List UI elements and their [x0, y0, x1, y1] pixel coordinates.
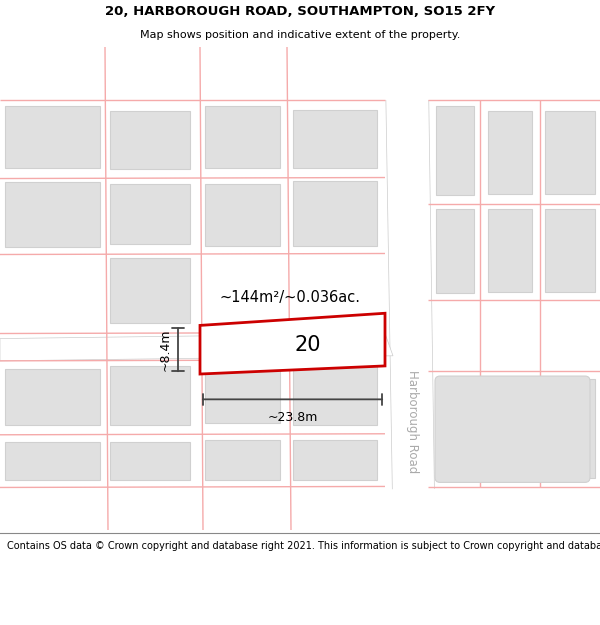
- Bar: [205, 364, 280, 423]
- Bar: [110, 258, 190, 323]
- FancyBboxPatch shape: [435, 376, 590, 482]
- Bar: [488, 379, 532, 478]
- Bar: [545, 111, 595, 194]
- Bar: [110, 184, 190, 244]
- Polygon shape: [0, 488, 600, 530]
- Polygon shape: [385, 47, 435, 530]
- Bar: [293, 366, 377, 424]
- Bar: [110, 442, 190, 481]
- Polygon shape: [200, 313, 385, 374]
- Bar: [436, 106, 474, 195]
- Bar: [110, 111, 190, 169]
- Bar: [205, 184, 280, 246]
- Bar: [545, 209, 595, 292]
- Bar: [205, 106, 280, 168]
- Bar: [5, 182, 100, 248]
- Text: Contains OS data © Crown copyright and database right 2021. This information is : Contains OS data © Crown copyright and d…: [7, 541, 600, 551]
- Text: Harborough Road: Harborough Road: [406, 370, 419, 473]
- Bar: [5, 442, 100, 481]
- Bar: [5, 369, 100, 424]
- Bar: [110, 366, 190, 424]
- Polygon shape: [0, 47, 600, 99]
- Bar: [436, 379, 474, 478]
- Polygon shape: [0, 334, 393, 361]
- Text: ~23.8m: ~23.8m: [268, 411, 317, 424]
- Bar: [205, 440, 280, 481]
- Bar: [488, 111, 532, 194]
- Text: Map shows position and indicative extent of the property.: Map shows position and indicative extent…: [140, 30, 460, 40]
- Bar: [545, 379, 595, 478]
- Text: 20, HARBOROUGH ROAD, SOUTHAMPTON, SO15 2FY: 20, HARBOROUGH ROAD, SOUTHAMPTON, SO15 2…: [105, 5, 495, 18]
- Text: ~144m²/~0.036ac.: ~144m²/~0.036ac.: [220, 289, 361, 304]
- Bar: [293, 181, 377, 246]
- Bar: [293, 109, 377, 168]
- Bar: [5, 106, 100, 168]
- Bar: [293, 440, 377, 481]
- Bar: [488, 209, 532, 292]
- Text: 20: 20: [294, 334, 321, 354]
- Text: ~8.4m: ~8.4m: [158, 329, 172, 371]
- Bar: [436, 209, 474, 293]
